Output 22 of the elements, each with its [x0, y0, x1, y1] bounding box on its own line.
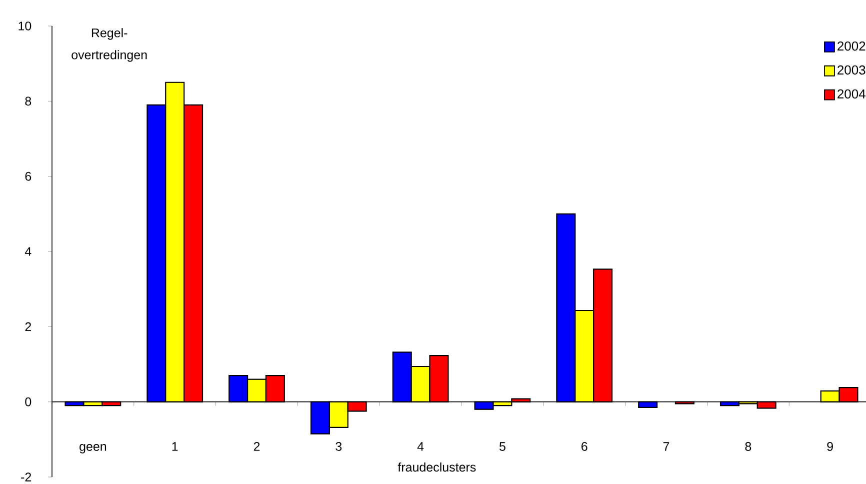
y-tick-label: 0 [25, 397, 32, 406]
y-tick-label: 8 [25, 96, 32, 106]
legend-label: 2002 [838, 41, 866, 51]
x-tick-label: 7 [663, 442, 670, 451]
x-tick-label: 4 [417, 442, 424, 451]
y-tick-label: 4 [24, 247, 32, 256]
y-tick-label: 10 [18, 22, 32, 30]
x-tick-label: 2 [254, 442, 260, 451]
x-axis-title: fraudeclusters [398, 462, 476, 472]
x-tick-label: geen [80, 444, 106, 454]
y-tick-label: 6 [25, 172, 32, 181]
y-tick-label: 2 [25, 322, 32, 332]
legend-label: 2003 [838, 65, 866, 75]
x-tick-label: 8 [745, 442, 752, 451]
y-tick-label: -2 [21, 472, 32, 482]
x-tick-label: 3 [336, 442, 342, 451]
x-tick-label: 9 [827, 442, 833, 451]
legend-label: 2004 [838, 89, 866, 99]
x-tick-label: 5 [499, 442, 506, 451]
x-tick-label: 6 [582, 442, 588, 451]
y-axis-title: Regel-overtredingen [72, 28, 147, 62]
x-tick-label: 1 [172, 442, 178, 451]
